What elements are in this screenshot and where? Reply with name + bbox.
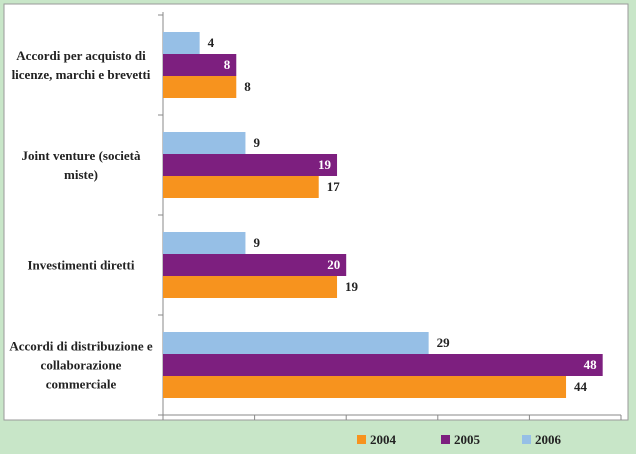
value-label: 9 [253,235,260,250]
legend-swatch [522,435,531,444]
value-label: 19 [345,279,359,294]
bar [163,132,246,154]
bar [163,376,567,398]
bar [163,232,246,254]
legend-label: 2004 [370,432,397,447]
value-label: 8 [224,57,231,72]
value-label: 8 [244,79,251,94]
bar [163,76,237,98]
bar [163,54,237,76]
bar [163,354,603,376]
value-label: 4 [208,35,215,50]
value-label: 20 [327,257,340,272]
legend-label: 2006 [535,432,562,447]
bar [163,332,429,354]
bar [163,254,347,276]
legend-swatch [357,435,366,444]
value-label: 44 [574,379,588,394]
bar [163,154,338,176]
category-label: Accordi di distribuzione e collaborazion… [9,338,153,392]
legend-label: 2005 [454,432,481,447]
category-label: Investimenti diretti [27,257,135,273]
legend-swatch [441,435,450,444]
value-label: 19 [318,157,332,172]
value-label: 17 [327,179,341,194]
bar [163,32,200,54]
category-label: Accordi per acquisto di licenze, marchi … [11,48,151,82]
value-label: 9 [253,135,260,150]
bar [163,176,319,198]
value-label: 29 [437,335,451,350]
bar [163,276,338,298]
value-label: 48 [584,357,598,372]
category-label: Joint venture (società miste) [21,148,141,182]
